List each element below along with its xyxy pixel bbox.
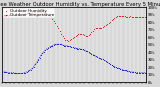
Outdoor Temperature	[14, 73, 16, 74]
Outdoor Temperature	[1, 71, 3, 72]
Outdoor Humidity	[112, 19, 114, 20]
Outdoor Humidity	[90, 32, 92, 33]
Outdoor Temperature	[145, 72, 147, 73]
Outdoor Humidity	[11, 14, 13, 15]
Line: Outdoor Humidity: Outdoor Humidity	[1, 11, 147, 42]
Outdoor Humidity	[67, 41, 69, 42]
Outdoor Humidity	[1, 16, 3, 17]
Outdoor Temperature	[70, 47, 72, 48]
Outdoor Humidity	[105, 25, 107, 26]
Outdoor Temperature	[11, 72, 13, 73]
Outdoor Temperature	[54, 44, 56, 45]
Title: Milwaukee Weather Outdoor Humidity vs. Temperature Every 5 Minutes: Milwaukee Weather Outdoor Humidity vs. T…	[0, 2, 160, 7]
Legend: Outdoor Humidity, Outdoor Temperature: Outdoor Humidity, Outdoor Temperature	[3, 8, 55, 18]
Outdoor Humidity	[33, 11, 35, 13]
Outdoor Temperature	[39, 57, 40, 58]
Outdoor Temperature	[90, 53, 92, 54]
Outdoor Temperature	[112, 65, 114, 66]
Outdoor Humidity	[70, 38, 72, 39]
Outdoor Temperature	[105, 61, 107, 62]
Outdoor Humidity	[145, 17, 147, 18]
Line: Outdoor Temperature: Outdoor Temperature	[1, 43, 147, 74]
Outdoor Humidity	[39, 11, 40, 13]
